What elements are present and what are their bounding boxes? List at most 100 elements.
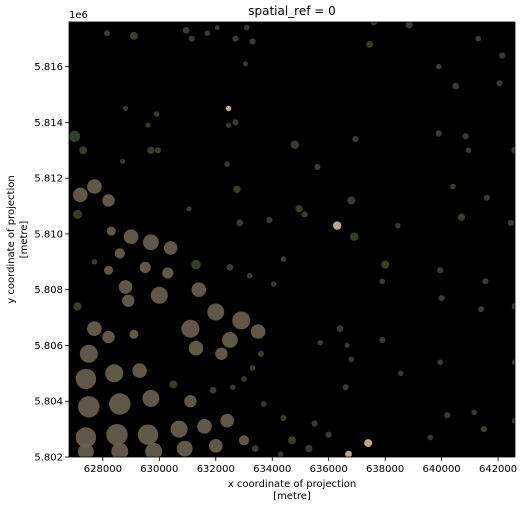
sand-patch <box>364 439 373 448</box>
urban-patch <box>215 347 228 360</box>
x-axis-unit: [metre] <box>273 491 311 502</box>
veg-patch <box>153 111 160 117</box>
veg-patch <box>349 232 359 241</box>
y-tick-label: 5.806 <box>34 341 63 352</box>
veg-patch <box>229 384 236 391</box>
urban-patch <box>139 261 151 273</box>
urban-patch <box>102 330 115 344</box>
veg-patch <box>257 350 264 357</box>
urban-patch <box>250 324 266 339</box>
plot-background <box>69 22 515 457</box>
veg-patch <box>395 222 401 229</box>
veg-patch <box>314 163 321 171</box>
x-tick-label: 636000 <box>310 464 348 475</box>
veg-patch <box>280 414 287 422</box>
urban-patch <box>232 311 251 330</box>
y-axis-unit: [metre] <box>19 221 30 259</box>
veg-patch <box>191 259 201 270</box>
veg-patch <box>462 133 469 140</box>
veg-patch <box>242 61 248 67</box>
veg-patch <box>405 22 413 29</box>
veg-patch <box>471 409 477 416</box>
urban-patch <box>142 389 160 407</box>
x-tick-label: 640000 <box>423 464 461 475</box>
y-tick-label: 5.808 <box>34 285 63 296</box>
veg-patch <box>379 278 386 285</box>
urban-patch <box>209 439 223 453</box>
veg-patch <box>241 376 247 382</box>
urban-patch <box>181 319 200 338</box>
y-offset-text: 1e6 <box>69 10 88 21</box>
veg-patch <box>209 386 217 394</box>
urban-patch <box>238 435 250 446</box>
veg-patch <box>224 161 230 167</box>
urban-patch <box>106 424 128 446</box>
veg-patch <box>437 267 444 274</box>
veg-patch <box>511 417 515 424</box>
plot-area <box>68 21 516 458</box>
veg-patch <box>233 185 241 193</box>
veg-patch <box>169 380 178 389</box>
urban-patch <box>163 241 178 255</box>
urban-patch <box>104 265 113 275</box>
veg-patch <box>188 35 195 42</box>
x-tick-label: 632000 <box>197 464 235 475</box>
veg-patch <box>182 27 190 34</box>
urban-patch <box>145 442 163 457</box>
y-axis: 5.802 5.804 5.806 5.808 5.810 5.812 5.814 5.816 <box>34 62 69 464</box>
y-tick-label: 5.804 <box>34 397 63 408</box>
veg-patch <box>305 444 313 453</box>
veg-patch <box>154 147 161 154</box>
veg-patch <box>379 336 386 343</box>
urban-patch <box>191 282 207 298</box>
veg-patch <box>226 122 231 128</box>
veg-patch <box>232 119 239 126</box>
urban-patch <box>118 280 133 294</box>
veg-patch <box>507 219 514 226</box>
y-axis-label: y coordinate of projection <box>6 175 17 303</box>
urban-patch <box>222 332 238 348</box>
veg-patch <box>511 359 515 366</box>
y-tick-label: 5.810 <box>34 229 63 240</box>
y-tick-label: 5.816 <box>34 62 63 73</box>
veg-patch <box>325 431 332 438</box>
veg-patch <box>311 420 318 427</box>
veg-patch <box>483 194 490 201</box>
veg-patch <box>251 445 259 452</box>
veg-patch <box>348 356 355 363</box>
veg-patch <box>246 272 253 279</box>
veg-patch <box>475 35 482 42</box>
veg-patch <box>295 205 303 213</box>
veg-patch <box>478 306 485 313</box>
veg-patch <box>336 325 344 333</box>
veg-patch <box>370 22 378 26</box>
veg-patch <box>288 436 296 445</box>
veg-patch <box>342 384 349 391</box>
veg-patch <box>104 30 111 37</box>
x-axis: 628000 630000 632000 634000 636000 638000 6400… <box>84 457 517 475</box>
veg-patch <box>120 158 126 164</box>
x-tick-label: 630000 <box>140 464 178 475</box>
sand-patch <box>345 450 352 457</box>
veg-patch <box>244 24 250 31</box>
urban-patch <box>87 179 102 194</box>
veg-patch <box>381 260 390 269</box>
veg-patch <box>511 146 515 154</box>
urban-patch <box>106 226 116 236</box>
veg-patch <box>317 339 324 346</box>
veg-patch <box>277 451 284 457</box>
urban-patch <box>137 424 159 445</box>
urban-patch <box>75 427 97 448</box>
veg-patch <box>437 359 444 366</box>
veg-patch <box>249 365 256 371</box>
urban-patch <box>109 393 131 415</box>
urban-patch <box>87 321 102 337</box>
veg-patch <box>499 52 506 59</box>
y-tick-label: 5.802 <box>34 453 63 464</box>
urban-patch <box>114 248 125 259</box>
urban-patch <box>111 442 129 457</box>
veg-patch <box>496 80 503 87</box>
urban-patch <box>188 340 204 356</box>
urban-patch <box>123 229 139 244</box>
veg-patch <box>147 146 155 154</box>
